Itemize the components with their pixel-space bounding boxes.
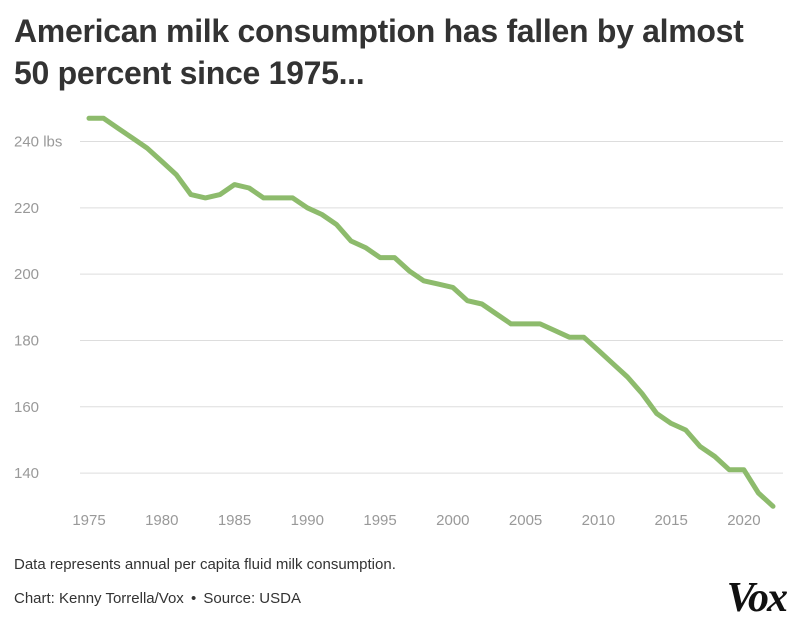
y-tick-label-240: 240 lbs	[14, 134, 62, 151]
credit-separator: •	[190, 590, 197, 607]
chart-credit: Chart: Kenny Torrella/Vox	[14, 590, 184, 607]
data-point-1984	[217, 192, 222, 197]
data-point-1990	[305, 205, 310, 210]
data-point-1982	[188, 192, 193, 197]
data-point-1988	[276, 195, 281, 200]
data-point-2020	[741, 467, 746, 472]
data-point-1993	[348, 239, 353, 244]
data-point-2000	[450, 285, 455, 290]
x-tick-label-1980: 1980	[145, 512, 178, 529]
data-point-1999	[436, 282, 441, 287]
data-point-2008	[567, 335, 572, 340]
credit-line: Chart: Kenny Torrella/Vox • Source: USDA	[14, 590, 301, 607]
data-point-2018	[712, 454, 717, 459]
y-tick-label-140: 140	[14, 465, 39, 482]
data-point-2021	[756, 491, 761, 496]
chart-title: American milk consumption has fallen by …	[14, 13, 744, 91]
data-point-1994	[363, 245, 368, 250]
x-tick-label-1985: 1985	[218, 512, 251, 529]
data-point-1977	[116, 126, 121, 131]
data-note: Data represents annual per capita fluid …	[14, 556, 396, 573]
data-point-1998	[421, 278, 426, 283]
x-tick-label-1990: 1990	[291, 512, 324, 529]
x-tick-label-1995: 1995	[363, 512, 396, 529]
data-point-2016	[683, 428, 688, 433]
series-line-0	[86, 115, 776, 509]
x-tick-label-2000: 2000	[436, 512, 469, 529]
data-point-1978	[130, 136, 135, 141]
y-tick-label-180: 180	[14, 332, 39, 349]
x-tick-label-2015: 2015	[654, 512, 687, 529]
data-point-2002	[479, 302, 484, 307]
data-point-2012	[625, 374, 630, 379]
data-point-2017	[698, 444, 703, 449]
x-tick-label-1975: 1975	[72, 512, 105, 529]
y-tick-label-160: 160	[14, 399, 39, 416]
data-point-1992	[334, 222, 339, 227]
x-axis: 1975 1980 1985 1990 1995 2000 2005 2010 2015 2020	[72, 512, 760, 529]
data-point-2003	[494, 311, 499, 316]
data-point-1975	[87, 116, 92, 121]
y-tick-label-220: 220	[14, 200, 39, 217]
data-point-1980	[159, 159, 164, 164]
data-point-2006	[538, 321, 543, 326]
data-point-1985	[232, 182, 237, 187]
data-point-2019	[727, 467, 732, 472]
data-point-1989	[290, 195, 295, 200]
data-point-1996	[392, 255, 397, 260]
data-point-2009	[581, 335, 586, 340]
data-point-2001	[465, 298, 470, 303]
data-point-2005	[523, 321, 528, 326]
data-point-2007	[552, 328, 557, 333]
x-tick-label-2005: 2005	[509, 512, 542, 529]
data-point-2014	[654, 411, 659, 416]
grid-lines	[80, 141, 783, 474]
data-point-1987	[261, 195, 266, 200]
y-tick-label-200: 200	[14, 266, 39, 283]
data-point-2022	[771, 504, 776, 509]
data-point-1991	[319, 212, 324, 217]
y-axis: 140 160 180 200 220 240 lbs	[14, 134, 62, 483]
data-point-2015	[669, 421, 674, 426]
data-point-2004	[509, 321, 514, 326]
vox-logo: Vox	[726, 575, 788, 621]
source-credit: Source: USDA	[203, 590, 301, 607]
data-point-1979	[145, 146, 150, 151]
x-tick-label-2020: 2020	[727, 512, 760, 529]
data-point-1997	[407, 268, 412, 273]
data-point-1983	[203, 195, 208, 200]
data-point-2013	[640, 391, 645, 396]
series-group	[86, 115, 776, 509]
data-point-1986	[247, 185, 252, 190]
data-point-1995	[378, 255, 383, 260]
data-point-2010	[596, 348, 601, 353]
x-tick-label-2010: 2010	[582, 512, 615, 529]
data-point-1976	[101, 116, 106, 121]
data-point-1981	[174, 172, 179, 177]
data-point-2011	[610, 361, 615, 366]
